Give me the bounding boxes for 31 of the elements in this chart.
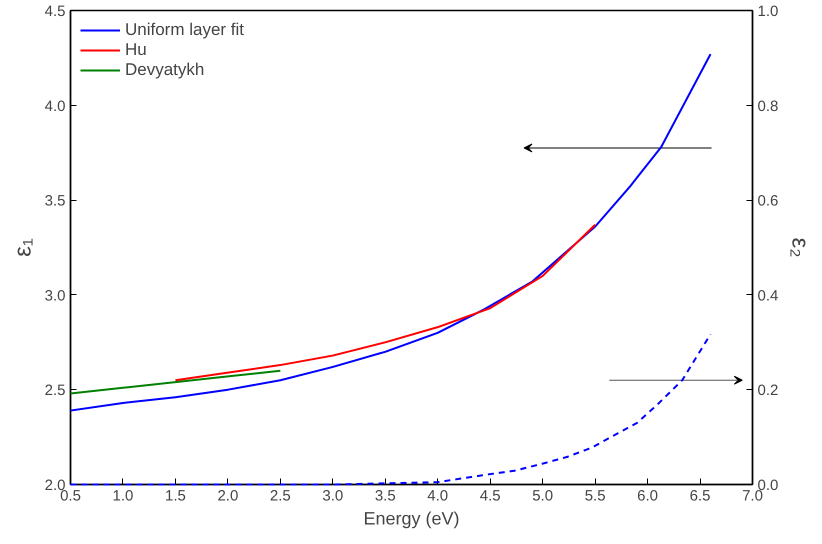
y2-tick-label: 0.4	[758, 287, 778, 304]
x-tick-label: 5.5	[584, 488, 606, 504]
y-tick-label: 2.5	[44, 382, 66, 400]
x-tick-label: 5.0	[532, 488, 554, 504]
legend-label: Uniform layer fit	[125, 20, 244, 40]
x-tick-label: 4.0	[427, 488, 448, 504]
legend-label: Devyatykh	[125, 60, 204, 80]
line-series	[174, 224, 596, 382]
y-tick-label: 3.0	[44, 287, 66, 304]
y2-tick-label: 0.2	[758, 382, 778, 400]
y-tick-label: 3.5	[44, 192, 66, 210]
x-tick-label: 2.0	[217, 488, 238, 504]
x-tick-label: 3.0	[322, 488, 344, 504]
y-tick-label: 4.5	[44, 3, 66, 20]
y2-tick-label: 1.0	[758, 3, 778, 20]
y2-axis-title: ε₂	[786, 237, 814, 258]
legend-label: Hu	[125, 40, 147, 60]
x-tick-label: 2.5	[270, 488, 291, 504]
x-tick-label: 1.0	[112, 488, 134, 504]
x-tick-label: 3.5	[374, 488, 396, 504]
y2-tick-label: 0.8	[758, 98, 778, 115]
line-series	[70, 370, 282, 394]
x-tick-label: 4.5	[480, 488, 501, 504]
x-tick-label: 1.5	[164, 488, 186, 504]
x-tick-label: 6.0	[637, 488, 658, 504]
y2-tick-label: 0.6	[758, 192, 778, 210]
x-axis-title: Energy (eV)	[363, 508, 460, 528]
line-series	[70, 333, 712, 486]
y-axis-title: ε₁	[10, 238, 37, 257]
x-tick-label: 6.5	[690, 488, 710, 504]
y-tick-label: 4.0	[44, 98, 66, 115]
